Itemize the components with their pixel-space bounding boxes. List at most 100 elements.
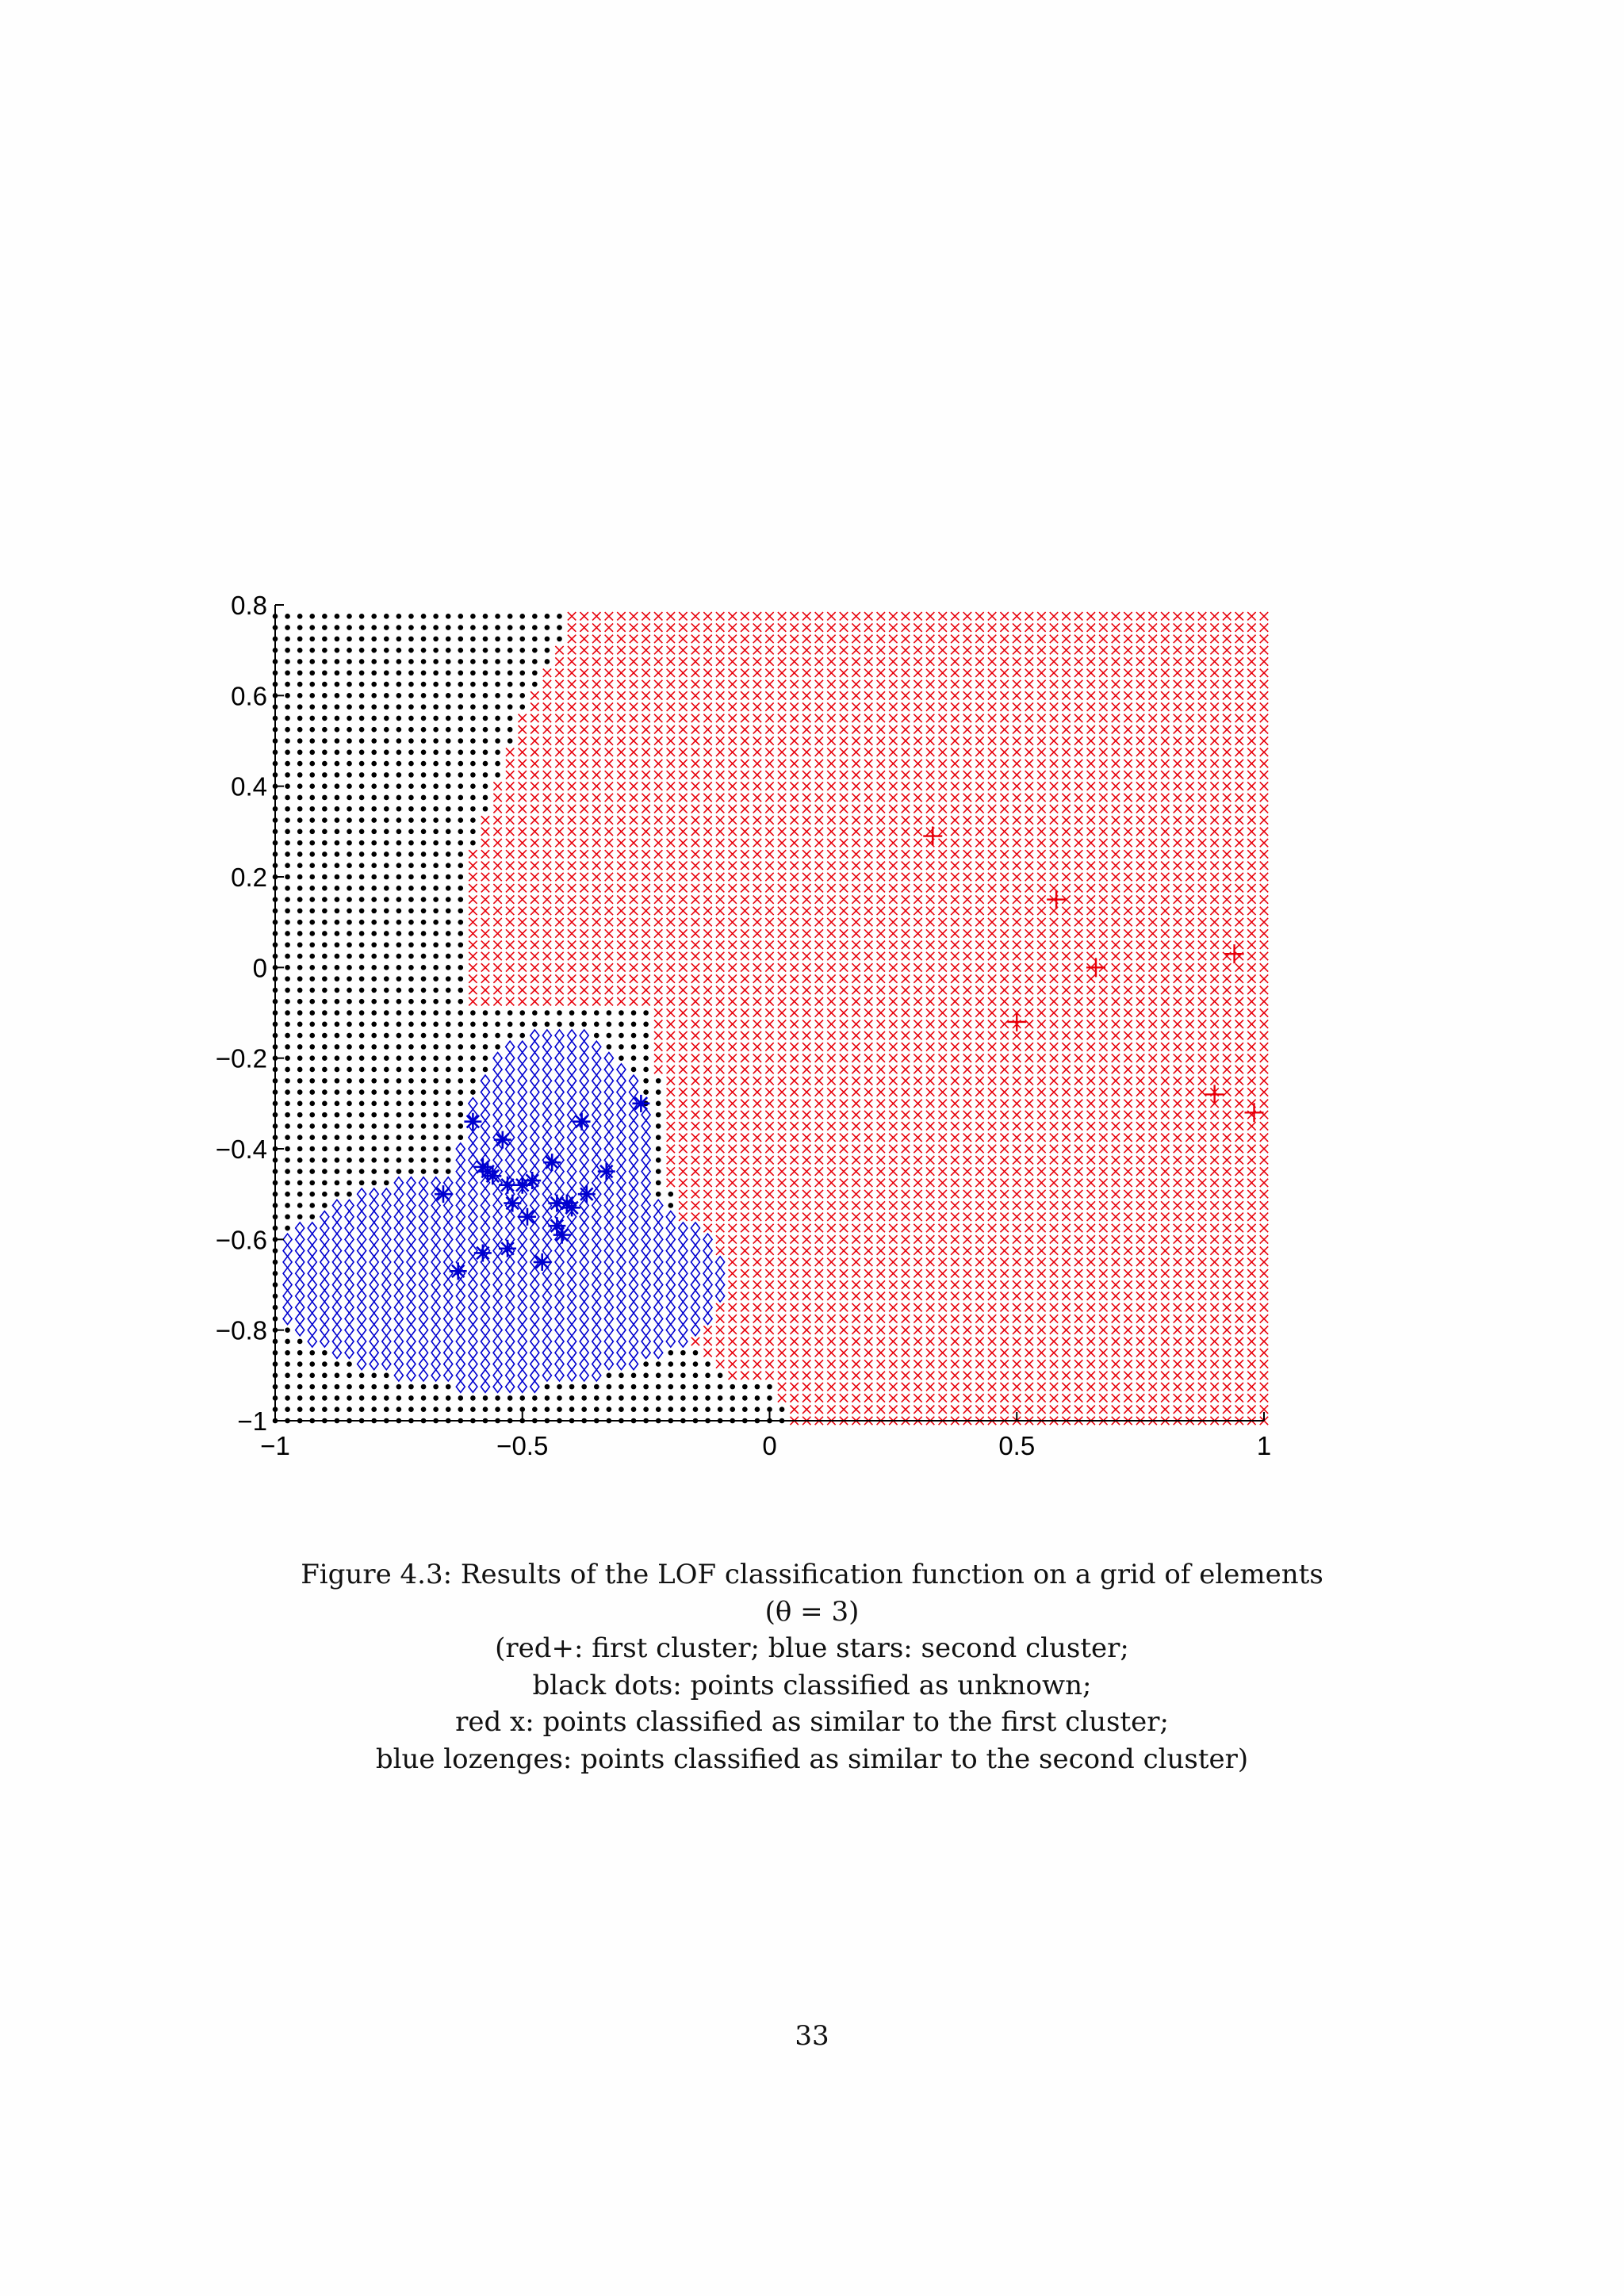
first-cluster-like-grid-point xyxy=(567,736,576,746)
first-cluster-like-grid-point xyxy=(1173,1359,1182,1369)
first-cluster-like-grid-point xyxy=(691,951,700,961)
first-cluster-like-grid-point xyxy=(913,1234,923,1245)
unknown-grid-point xyxy=(358,1044,365,1050)
second-cluster-like-grid-point xyxy=(393,1323,404,1337)
second-cluster-like-grid-point xyxy=(566,1096,577,1111)
unknown-grid-point xyxy=(692,1372,699,1379)
first-cluster-like-grid-point xyxy=(666,906,676,916)
first-cluster-like-grid-point xyxy=(777,748,787,757)
first-cluster-like-grid-point xyxy=(1074,1211,1083,1222)
first-cluster-like-grid-point xyxy=(1173,906,1182,916)
first-cluster-like-grid-point xyxy=(641,838,651,848)
first-cluster-like-grid-point xyxy=(1025,1280,1034,1290)
first-cluster-like-grid-point xyxy=(1173,1382,1182,1391)
second-cluster-like-grid-point xyxy=(331,1278,343,1292)
second-cluster-like-grid-point xyxy=(504,1131,515,1145)
first-cluster-like-grid-point xyxy=(802,849,812,859)
unknown-grid-point xyxy=(569,1383,575,1390)
unknown-grid-point xyxy=(495,1032,500,1039)
second-cluster-like-grid-point xyxy=(504,1255,515,1269)
first-cluster-like-grid-point xyxy=(851,1189,861,1199)
unknown-grid-point xyxy=(358,1055,365,1061)
unknown-grid-point xyxy=(458,953,464,959)
first-cluster-like-grid-point xyxy=(950,1020,960,1029)
first-cluster-like-grid-point xyxy=(1209,759,1220,768)
unknown-grid-point xyxy=(309,1361,316,1367)
unknown-grid-point xyxy=(458,863,464,869)
first-cluster-like-grid-point xyxy=(1012,883,1022,894)
first-cluster-like-grid-point xyxy=(727,872,737,882)
unknown-grid-point xyxy=(408,919,414,925)
first-cluster-like-grid-point xyxy=(1235,1348,1244,1358)
unknown-grid-point xyxy=(420,1169,427,1174)
first-cluster-like-grid-point xyxy=(864,827,873,836)
first-cluster-like-grid-point xyxy=(963,1099,972,1108)
second-cluster-like-grid-point xyxy=(641,1300,652,1314)
first-cluster-like-grid-point xyxy=(753,1076,762,1086)
first-cluster-like-grid-point xyxy=(777,1292,787,1301)
second-cluster-like-grid-point xyxy=(480,1096,491,1111)
first-cluster-like-grid-point xyxy=(826,872,837,882)
first-cluster-like-grid-point xyxy=(1197,894,1207,905)
second-cluster-like-grid-point xyxy=(480,1345,491,1360)
unknown-grid-point xyxy=(445,931,451,936)
second-cluster-like-grid-point xyxy=(517,1232,528,1246)
first-cluster-like-grid-point xyxy=(1259,939,1269,950)
first-cluster-like-grid-point xyxy=(764,1020,775,1029)
first-cluster-like-grid-point xyxy=(888,1211,898,1222)
second-cluster-like-grid-point xyxy=(703,1244,714,1258)
first-cluster-like-grid-point xyxy=(554,939,565,950)
second-cluster-like-grid-point xyxy=(504,1096,515,1111)
first-cluster-like-grid-point xyxy=(826,838,837,848)
second-cluster-like-grid-point xyxy=(492,1244,504,1258)
first-cluster-like-grid-point xyxy=(1197,827,1207,836)
first-cluster-like-grid-point xyxy=(703,1200,713,1211)
second-cluster-like-grid-point xyxy=(591,1345,602,1360)
first-cluster-like-grid-point xyxy=(517,985,527,995)
first-cluster-like-grid-point xyxy=(753,1257,762,1267)
first-cluster-like-grid-point xyxy=(937,1325,948,1335)
unknown-grid-point xyxy=(458,897,464,902)
first-cluster-like-grid-point xyxy=(1197,1121,1207,1131)
first-cluster-like-grid-point xyxy=(851,1200,861,1211)
first-cluster-like-grid-point xyxy=(1259,974,1269,984)
first-cluster-like-grid-point xyxy=(740,838,750,848)
first-cluster-like-grid-point xyxy=(678,906,688,916)
first-cluster-like-grid-point xyxy=(753,974,762,984)
first-cluster-like-grid-point xyxy=(802,1404,812,1414)
unknown-grid-point xyxy=(408,931,414,936)
unknown-grid-point xyxy=(285,1361,290,1367)
unknown-grid-point xyxy=(433,863,439,869)
second-cluster-like-grid-point xyxy=(603,1300,615,1314)
second-cluster-like-grid-point xyxy=(542,1345,553,1360)
first-cluster-like-grid-point xyxy=(1123,1404,1133,1414)
unknown-grid-point xyxy=(470,794,476,801)
first-cluster-like-grid-point xyxy=(764,1200,775,1211)
second-cluster-like-grid-point xyxy=(554,1357,565,1372)
first-cluster-like-grid-point xyxy=(1235,1211,1244,1222)
first-cluster-like-grid-point xyxy=(1061,1200,1071,1211)
first-cluster-like-grid-point xyxy=(1049,1234,1059,1245)
first-cluster-like-grid-point xyxy=(1222,1371,1232,1380)
unknown-grid-point xyxy=(593,1032,599,1039)
first-cluster-like-grid-point xyxy=(777,827,787,836)
first-cluster-like-grid-point xyxy=(1036,1348,1047,1358)
first-cluster-like-grid-point xyxy=(913,1246,923,1256)
first-cluster-like-grid-point xyxy=(963,1371,972,1380)
first-cluster-like-grid-point xyxy=(975,804,985,814)
first-cluster-like-grid-point xyxy=(975,1020,985,1029)
first-cluster-like-grid-point xyxy=(913,1189,923,1199)
second-cluster-like-grid-point xyxy=(591,1300,602,1314)
unknown-grid-point xyxy=(655,1146,661,1152)
first-cluster-like-grid-point xyxy=(1185,974,1195,984)
first-cluster-like-grid-point xyxy=(764,1314,775,1324)
first-cluster-like-grid-point xyxy=(937,1314,948,1324)
first-cluster-like-grid-point xyxy=(826,1404,837,1414)
first-cluster-like-grid-point xyxy=(777,1303,787,1312)
unknown-grid-point xyxy=(420,1100,427,1107)
first-cluster-like-grid-point xyxy=(715,804,725,814)
first-cluster-like-grid-point xyxy=(517,793,527,802)
first-cluster-like-grid-point xyxy=(1036,1382,1047,1391)
unknown-grid-point xyxy=(470,772,476,778)
first-cluster-like-grid-point xyxy=(777,1178,787,1188)
